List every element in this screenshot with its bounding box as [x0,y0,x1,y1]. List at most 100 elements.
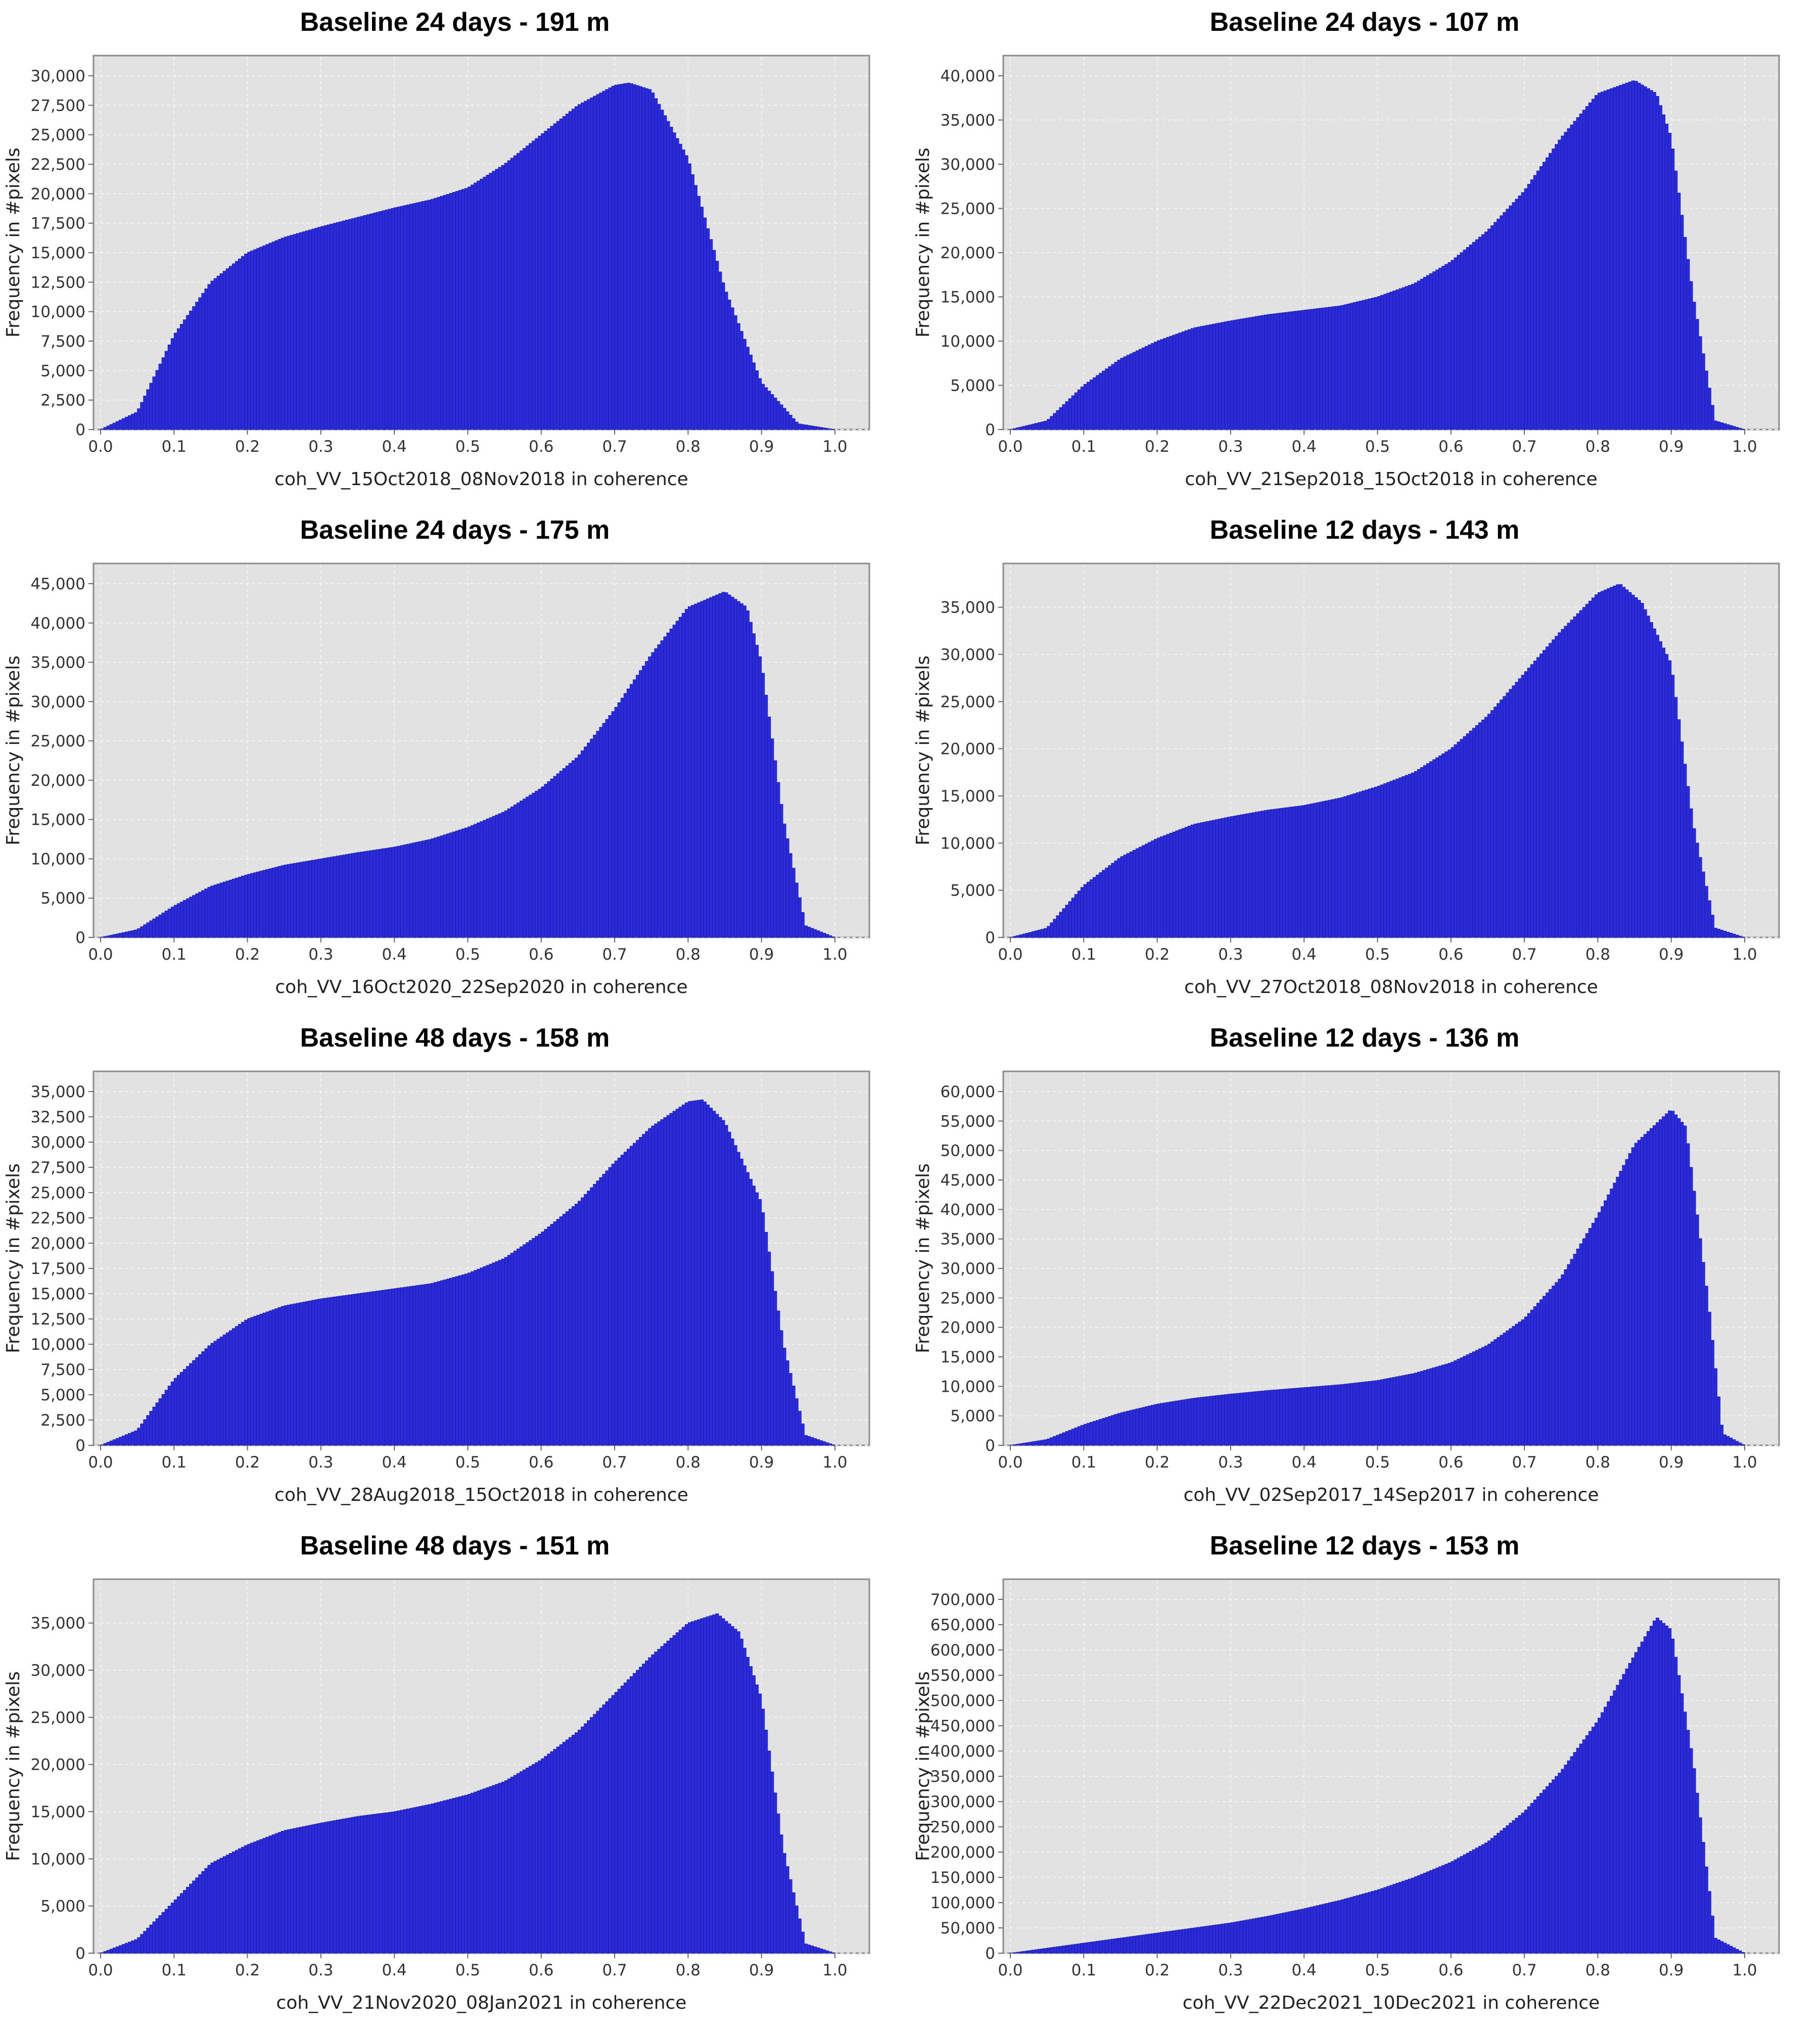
histogram-bar [1414,771,1418,938]
y-tick-label: 25,000 [941,1289,995,1307]
histogram-bar [724,592,728,938]
histogram-bar [1451,260,1455,430]
histogram-bar [1533,1306,1537,1446]
histogram-bar [492,816,496,938]
histogram-bar [1524,188,1528,430]
histogram-bar [1111,1939,1115,1954]
y-axis-label: Frequency in #pixels [3,655,24,845]
histogram-bar [1365,789,1369,938]
histogram-bar [1129,852,1133,938]
histogram-bar [1135,350,1139,430]
histogram-bar [568,1209,572,1446]
histogram-bar [1025,1951,1029,1954]
histogram-bar [795,1398,799,1446]
x-tick-label: 0.0 [88,438,113,456]
x-tick-label: 0.1 [162,946,186,964]
histogram-bar [180,1893,183,1954]
histogram-bar [1209,1925,1212,1954]
histogram-bar [1270,1390,1274,1446]
histogram-bar [1515,1818,1519,1954]
histogram-bar [584,746,588,938]
histogram-plot: 0.0 0.1 0.2 0.3 0.4 0.5 0.6 0.7 0.8 0.9 1.005,0001… [3,1578,870,2013]
histogram-bar [608,1698,612,1954]
y-axis-label: Frequency in #pixels [913,1163,934,1353]
histogram-bar [1613,1690,1617,1954]
histogram-bar [581,102,584,430]
histogram-bar [810,1946,814,1954]
histogram-bar [1108,1416,1112,1446]
histogram-bar [700,207,704,430]
histogram-bar [1117,1413,1121,1446]
histogram-bar [1634,81,1638,430]
histogram-bar [1267,314,1271,430]
histogram-bar [320,858,324,938]
x-tick-label: 0.2 [1145,1453,1170,1472]
histogram-bar [1383,1379,1387,1446]
y-tick-label: 20,000 [941,1319,995,1337]
histogram-bar [425,1805,429,1954]
histogram-bar [553,776,557,938]
histogram-bar [1564,132,1568,430]
histogram-bar [804,1944,808,1954]
histogram-bar [1646,1131,1650,1446]
histogram-bar [302,1826,306,1954]
x-tick-label: 0.2 [1145,438,1170,456]
x-tick-label: 0.7 [1512,946,1536,964]
histogram-bar [1374,786,1378,938]
histogram-bar [1279,1389,1283,1446]
histogram-bar [746,1657,750,1954]
histogram-bar [106,426,110,430]
x-tick-label: 0.8 [676,1453,701,1472]
histogram-bar [213,1861,217,1954]
histogram-bar [305,1825,309,1954]
y-tick-label: 35,000 [941,1231,995,1249]
histogram-bar [1276,313,1280,430]
histogram-bar [1093,1941,1096,1954]
y-tick-label: 22,500 [31,1209,85,1227]
histogram-bar [1215,323,1219,430]
histogram-bar [1365,299,1369,430]
histogram-bar [1441,266,1445,430]
histogram-bar [434,1282,438,1446]
histogram-bar [736,1631,740,1954]
histogram-bar [1279,1913,1283,1954]
histogram-bar [1549,153,1552,430]
histogram-bar [1475,725,1479,938]
histogram-bar [1695,842,1699,938]
histogram-bar [1521,675,1525,938]
histogram-bar [1561,135,1565,430]
histogram-bar [1683,1125,1687,1446]
histogram-bar [1080,387,1084,430]
histogram-bar [201,1351,205,1446]
histogram-bar [1380,1379,1384,1446]
histogram-bar [587,1191,591,1446]
histogram-bar [403,1809,407,1954]
histogram-bar [642,87,646,430]
histogram-bar [510,1776,514,1954]
histogram-bar [489,817,493,938]
histogram-bar [1282,312,1286,430]
histogram-bar [299,862,303,938]
histogram-bar [1564,1765,1568,1954]
histogram-bar [773,397,777,430]
histogram-bar [1129,1936,1133,1954]
histogram-bar [544,1229,548,1446]
histogram-bar [727,594,731,938]
histogram-bar [244,254,248,430]
histogram-bar [1135,1935,1139,1954]
histogram-bar [1062,404,1066,430]
histogram-bar [1230,816,1234,938]
histogram-bar [1408,774,1412,938]
histogram-bar [556,1746,560,1954]
histogram-bar [1573,121,1577,430]
histogram-bar [758,656,762,938]
y-tick-label: 0 [75,1945,85,1963]
histogram-bar [1454,1859,1458,1954]
histogram-bar [259,871,263,938]
histogram-bar [626,688,630,938]
histogram-bar [1331,306,1335,430]
histogram-bar [550,126,554,430]
histogram-bar [1628,1663,1632,1954]
y-tick-label: 20,000 [941,244,995,262]
x-tick-label: 0.7 [602,438,627,456]
